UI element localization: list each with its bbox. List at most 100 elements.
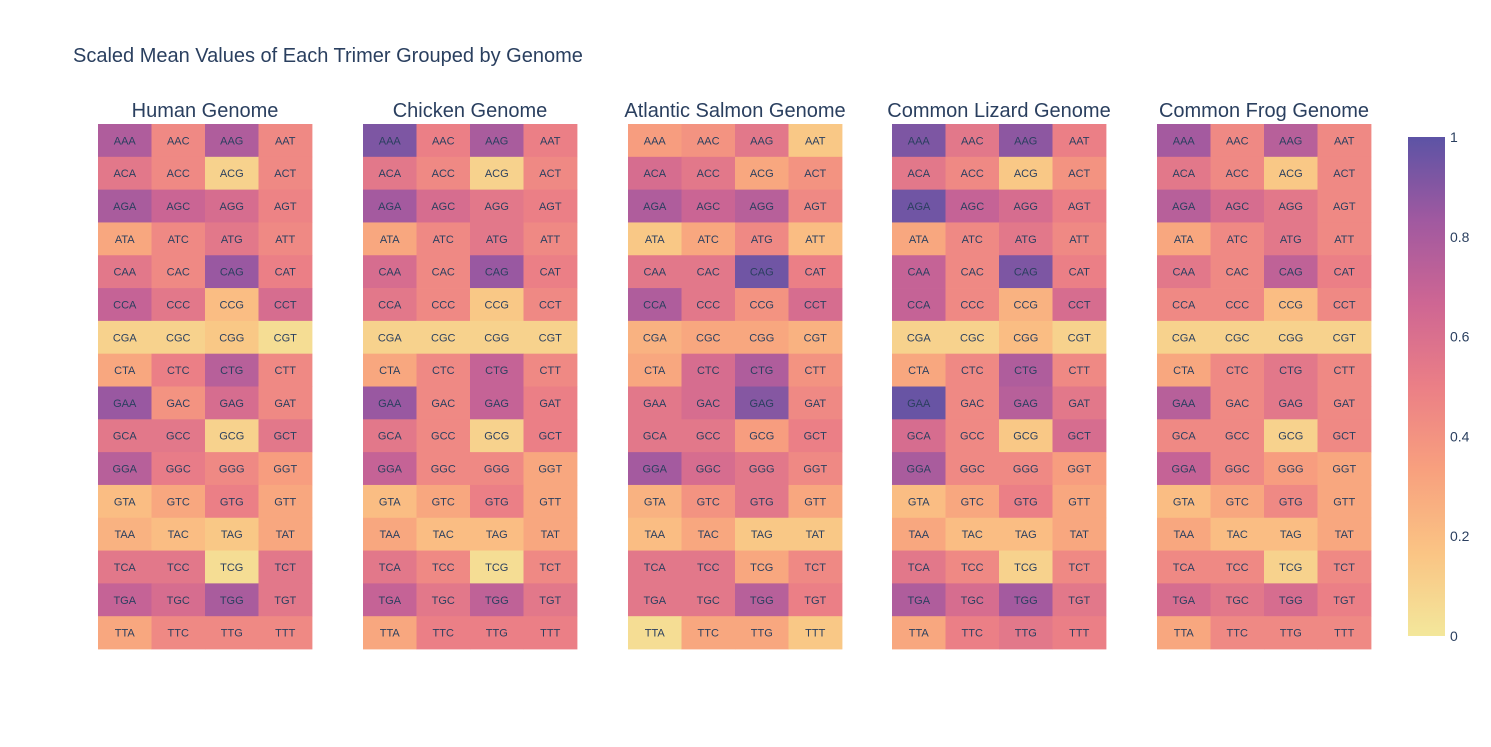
heatmap-cell[interactable]	[999, 156, 1053, 191]
heatmap-cell[interactable]	[735, 517, 789, 551]
heatmap-cell[interactable]	[258, 189, 313, 223]
heatmap-cell[interactable]	[945, 124, 1000, 158]
heatmap-cell[interactable]	[945, 452, 1000, 486]
heatmap-cell[interactable]	[788, 320, 843, 355]
heatmap-cell[interactable]	[788, 189, 843, 223]
heatmap-cell[interactable]	[1264, 255, 1318, 289]
heatmap-cell[interactable]	[1210, 189, 1265, 223]
heatmap-cell[interactable]	[258, 517, 313, 551]
heatmap-cell[interactable]	[470, 616, 524, 650]
heatmap-cell[interactable]	[1264, 353, 1318, 387]
heatmap-cell[interactable]	[945, 419, 1000, 453]
heatmap-cell[interactable]	[735, 386, 789, 420]
heatmap-cell[interactable]	[470, 550, 524, 584]
heatmap-cell[interactable]	[1210, 288, 1265, 322]
heatmap-cell[interactable]	[523, 124, 578, 158]
heatmap-cell[interactable]	[470, 452, 524, 486]
heatmap-cell[interactable]	[205, 452, 259, 486]
heatmap-cell[interactable]	[1052, 353, 1107, 387]
heatmap-cell[interactable]	[151, 550, 206, 584]
heatmap-cell[interactable]	[1052, 288, 1107, 322]
heatmap-cell[interactable]	[628, 156, 682, 191]
heatmap-cell[interactable]	[1157, 452, 1211, 486]
heatmap-cell[interactable]	[1210, 156, 1265, 191]
heatmap-cell[interactable]	[363, 320, 417, 355]
heatmap-cell[interactable]	[681, 583, 736, 617]
heatmap-cell[interactable]	[681, 124, 736, 158]
heatmap-cell[interactable]	[523, 616, 578, 650]
heatmap-cell[interactable]	[1052, 156, 1107, 191]
heatmap-cell[interactable]	[681, 255, 736, 289]
heatmap-cell[interactable]	[258, 288, 313, 322]
heatmap-cell[interactable]	[416, 255, 471, 289]
heatmap-cell[interactable]	[892, 288, 946, 322]
heatmap-cell[interactable]	[788, 222, 843, 256]
heatmap-cell[interactable]	[1264, 550, 1318, 584]
heatmap-cell[interactable]	[1052, 386, 1107, 420]
heatmap-cell[interactable]	[523, 419, 578, 453]
heatmap-cell[interactable]	[892, 550, 946, 584]
heatmap-cell[interactable]	[735, 616, 789, 650]
heatmap-cell[interactable]	[470, 583, 524, 617]
heatmap-cell[interactable]	[1052, 189, 1107, 223]
heatmap-cell[interactable]	[363, 353, 417, 387]
heatmap-cell[interactable]	[1264, 288, 1318, 322]
heatmap-cell[interactable]	[628, 583, 682, 617]
heatmap-cell[interactable]	[523, 550, 578, 584]
heatmap-cell[interactable]	[416, 517, 471, 551]
heatmap-cell[interactable]	[788, 484, 843, 519]
heatmap-cell[interactable]	[151, 484, 206, 519]
heatmap-cell[interactable]	[416, 156, 471, 191]
heatmap-cell[interactable]	[1317, 189, 1372, 223]
heatmap-cell[interactable]	[98, 124, 152, 158]
heatmap-cell[interactable]	[892, 484, 946, 519]
heatmap-cell[interactable]	[1210, 255, 1265, 289]
heatmap-cell[interactable]	[628, 124, 682, 158]
heatmap-cell[interactable]	[999, 124, 1053, 158]
heatmap-cell[interactable]	[363, 288, 417, 322]
heatmap-cell[interactable]	[945, 320, 1000, 355]
heatmap-cell[interactable]	[1317, 156, 1372, 191]
heatmap-cell[interactable]	[523, 517, 578, 551]
heatmap-cell[interactable]	[258, 550, 313, 584]
heatmap-cell[interactable]	[735, 353, 789, 387]
heatmap-cell[interactable]	[416, 288, 471, 322]
heatmap-cell[interactable]	[1052, 517, 1107, 551]
heatmap-cell[interactable]	[999, 353, 1053, 387]
heatmap-cell[interactable]	[1264, 419, 1318, 453]
heatmap-cell[interactable]	[892, 320, 946, 355]
heatmap-cell[interactable]	[788, 288, 843, 322]
heatmap-cell[interactable]	[98, 156, 152, 191]
heatmap-cell[interactable]	[892, 616, 946, 650]
heatmap-cell[interactable]	[470, 222, 524, 256]
heatmap-cell[interactable]	[416, 320, 471, 355]
heatmap-cell[interactable]	[416, 222, 471, 256]
heatmap-cell[interactable]	[98, 616, 152, 650]
heatmap-cell[interactable]	[788, 616, 843, 650]
heatmap-cell[interactable]	[416, 452, 471, 486]
heatmap-cell[interactable]	[735, 583, 789, 617]
heatmap-cell[interactable]	[151, 124, 206, 158]
heatmap-cell[interactable]	[205, 189, 259, 223]
heatmap-cell[interactable]	[1317, 386, 1372, 420]
heatmap-cell[interactable]	[523, 386, 578, 420]
heatmap-cell[interactable]	[151, 255, 206, 289]
heatmap-cell[interactable]	[628, 419, 682, 453]
heatmap-cell[interactable]	[363, 452, 417, 486]
heatmap-cell[interactable]	[205, 616, 259, 650]
heatmap-cell[interactable]	[470, 156, 524, 191]
heatmap-cell[interactable]	[892, 353, 946, 387]
heatmap-cell[interactable]	[1157, 386, 1211, 420]
heatmap-cell[interactable]	[363, 616, 417, 650]
heatmap-cell[interactable]	[363, 484, 417, 519]
heatmap-cell[interactable]	[98, 452, 152, 486]
heatmap-cell[interactable]	[416, 124, 471, 158]
heatmap-cell[interactable]	[681, 616, 736, 650]
heatmap-cell[interactable]	[892, 517, 946, 551]
heatmap-cell[interactable]	[1157, 189, 1211, 223]
heatmap-cell[interactable]	[1157, 353, 1211, 387]
heatmap-cell[interactable]	[788, 452, 843, 486]
heatmap-cell[interactable]	[151, 288, 206, 322]
heatmap-cell[interactable]	[1210, 124, 1265, 158]
heatmap-cell[interactable]	[628, 189, 682, 223]
